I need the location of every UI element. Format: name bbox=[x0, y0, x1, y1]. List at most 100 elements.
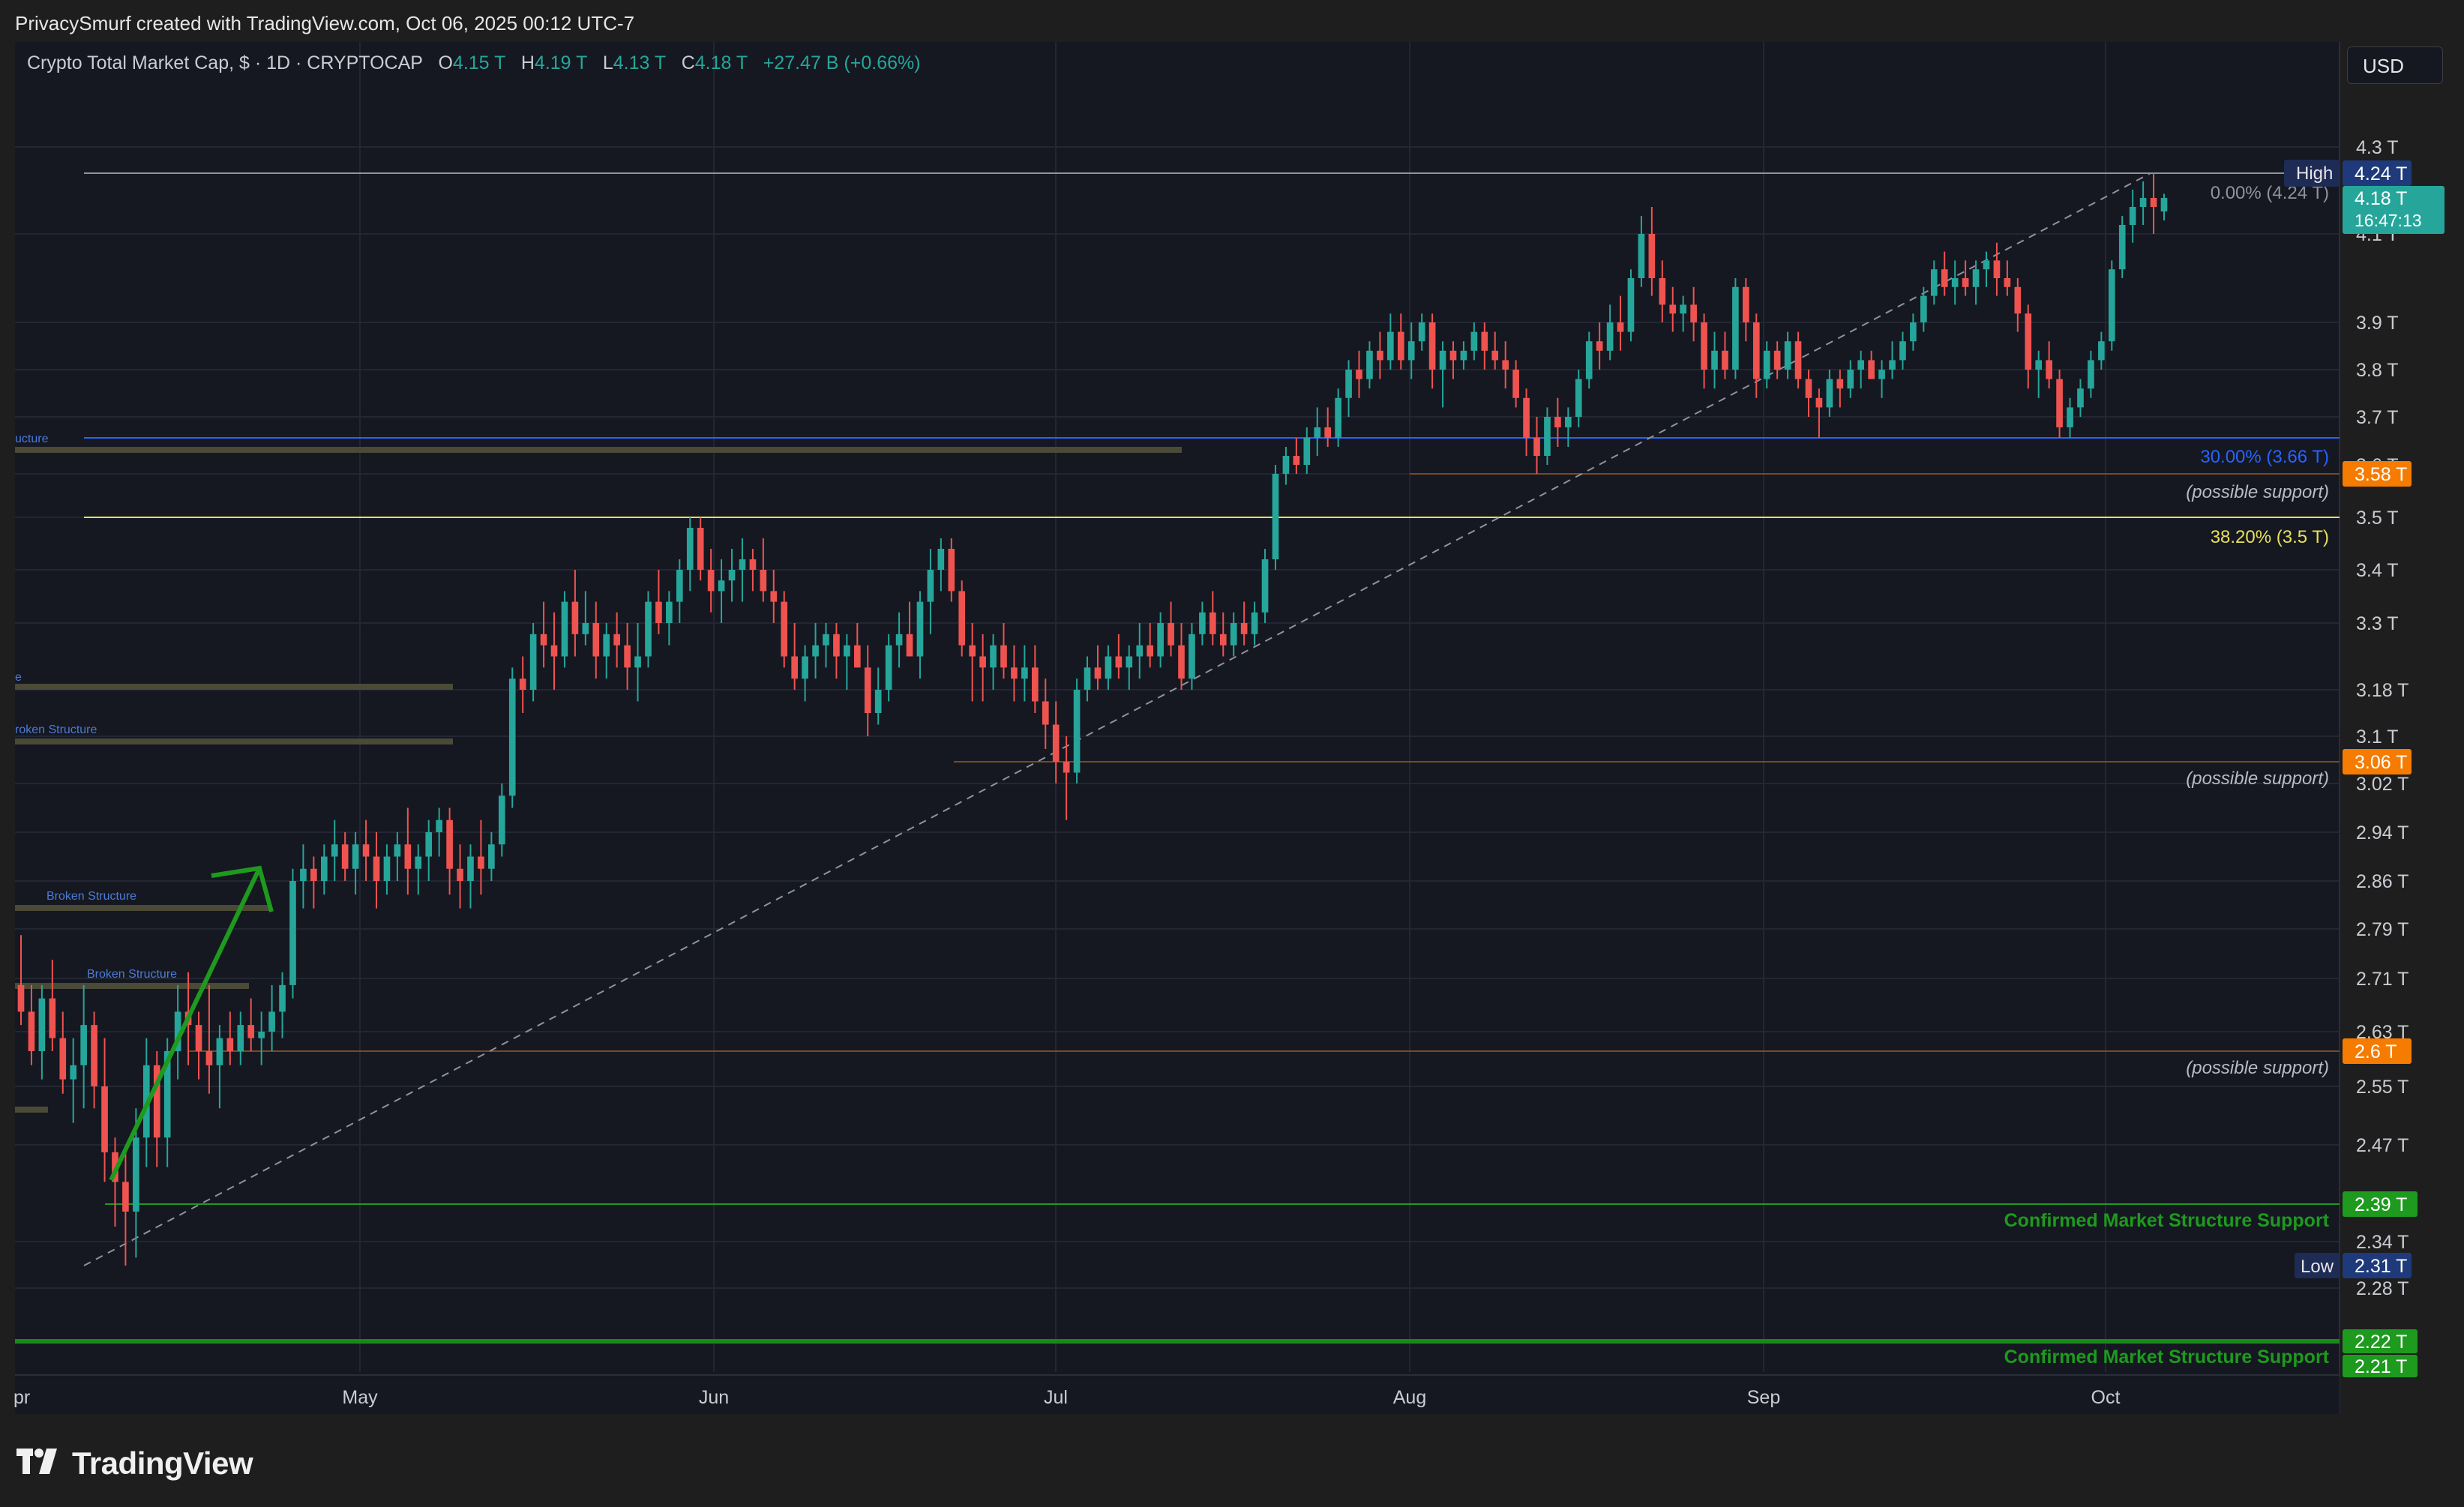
candle-body bbox=[1136, 645, 1144, 657]
candle-body bbox=[1021, 667, 1028, 679]
candle-body bbox=[864, 667, 871, 713]
level-26-tag-bg bbox=[2343, 1038, 2412, 1064]
candle-body bbox=[1418, 322, 1425, 342]
candle-body bbox=[916, 601, 924, 657]
level-222-tag: 2.22 T bbox=[2355, 1332, 2407, 1353]
candle-body bbox=[436, 819, 442, 832]
candle-body bbox=[1815, 397, 1823, 408]
candle-body bbox=[2035, 360, 2043, 370]
high-label: High bbox=[2296, 163, 2333, 184]
candle-body bbox=[1397, 331, 1404, 361]
candle-body bbox=[1011, 667, 1018, 679]
candle-body bbox=[519, 679, 526, 690]
broken-structure-band bbox=[15, 739, 453, 745]
candle-body bbox=[425, 832, 433, 857]
y-tick-label: 3.1 T bbox=[2356, 727, 2399, 748]
candle-body bbox=[1481, 331, 1488, 351]
candle-body bbox=[1554, 417, 1561, 427]
candle-body bbox=[1272, 474, 1279, 559]
candle-body bbox=[1251, 612, 1258, 634]
candle-body bbox=[2129, 207, 2136, 225]
candle-body bbox=[1345, 370, 1352, 398]
candle-body bbox=[1512, 370, 1519, 398]
tradingview-logo-icon bbox=[16, 1449, 57, 1474]
candle-body bbox=[1073, 690, 1081, 773]
candle-body bbox=[2046, 360, 2052, 379]
candle-body bbox=[592, 623, 600, 657]
candle-body bbox=[1178, 645, 1185, 679]
candle-body bbox=[1460, 350, 1467, 361]
candle-body bbox=[2056, 379, 2063, 427]
candle-body bbox=[655, 601, 662, 623]
fib-382-label: 38.20% (3.5 T) bbox=[2211, 527, 2329, 547]
low-label-bg bbox=[2295, 1253, 2340, 1278]
y-tick-label: 3.7 T bbox=[2356, 407, 2399, 428]
broken-structure-band bbox=[15, 983, 249, 989]
candle-body bbox=[1335, 397, 1341, 438]
candle-body bbox=[1428, 322, 1436, 370]
candle-body bbox=[1648, 234, 1656, 278]
candle-body bbox=[59, 1038, 67, 1080]
candle-body bbox=[1962, 278, 1969, 287]
candle-body bbox=[550, 645, 558, 657]
candle-body bbox=[80, 1025, 87, 1065]
candle-body bbox=[1627, 278, 1635, 332]
candle-body bbox=[1743, 286, 1749, 322]
candle-body bbox=[2014, 286, 2022, 314]
candle-body bbox=[603, 634, 610, 657]
candle-body bbox=[540, 634, 547, 646]
candle-body bbox=[174, 1011, 181, 1051]
y-tick-label: 3.18 T bbox=[2356, 680, 2409, 701]
candle-body bbox=[1240, 623, 1248, 634]
x-tick-label: Aug bbox=[1393, 1387, 1426, 1408]
candle-body bbox=[844, 645, 850, 657]
symbol-name: Crypto Total Market Cap, $ · 1D · CRYPTO… bbox=[27, 52, 423, 73]
y-tick-label: 2.34 T bbox=[2356, 1232, 2409, 1253]
candle-body bbox=[1261, 559, 1269, 613]
last-price-bg bbox=[2343, 186, 2445, 234]
candle-body bbox=[2160, 198, 2168, 211]
candle-body bbox=[927, 570, 934, 602]
candle-body bbox=[1794, 341, 1802, 379]
candle-body bbox=[1063, 762, 1070, 773]
candle-body bbox=[362, 844, 370, 857]
candle-body bbox=[1575, 379, 1582, 417]
broken-structure-band bbox=[15, 905, 270, 911]
candle-body bbox=[279, 984, 286, 1012]
candle-body bbox=[1199, 612, 1206, 634]
x-tick-label: Jul bbox=[1044, 1387, 1068, 1408]
candle-body bbox=[1523, 397, 1530, 438]
candle-body bbox=[415, 856, 422, 869]
candle-body bbox=[404, 844, 412, 869]
high-label-bg bbox=[2284, 160, 2340, 187]
change-value: +27.47 B (+0.66%) bbox=[763, 52, 921, 73]
chart-pane[interactable] bbox=[15, 42, 2340, 1414]
candle-body bbox=[1230, 623, 1237, 646]
candle-body bbox=[1115, 656, 1123, 668]
candle-body bbox=[990, 645, 997, 668]
cms-label-2: Confirmed Market Structure Support bbox=[2004, 1347, 2330, 1368]
time-axis[interactable] bbox=[15, 1377, 2340, 1414]
candle-body bbox=[2067, 407, 2073, 427]
candle-body bbox=[1690, 304, 1697, 322]
candle-body bbox=[1366, 350, 1373, 379]
candle-body bbox=[812, 645, 819, 657]
candle-body bbox=[833, 634, 840, 657]
chart-credit: PrivacySmurf created with TradingView.co… bbox=[15, 12, 635, 34]
level-221-tag-bg bbox=[2343, 1355, 2418, 1377]
candle-body bbox=[666, 601, 673, 623]
currency-selector[interactable]: USD bbox=[2347, 46, 2443, 84]
candle-body bbox=[707, 570, 715, 592]
y-tick-label: 2.86 T bbox=[2356, 871, 2409, 892]
candle-body bbox=[122, 1182, 129, 1212]
x-tick-label: Sep bbox=[1747, 1387, 1780, 1408]
candle-body bbox=[571, 601, 579, 634]
candle-body bbox=[770, 591, 778, 602]
candle-body bbox=[624, 645, 631, 668]
level-239-tag-bg bbox=[2343, 1191, 2418, 1217]
candle-body bbox=[1387, 331, 1394, 361]
level-358-tag: 3.58 T bbox=[2355, 464, 2407, 485]
candle-body bbox=[394, 844, 401, 857]
candle-body bbox=[676, 570, 683, 602]
